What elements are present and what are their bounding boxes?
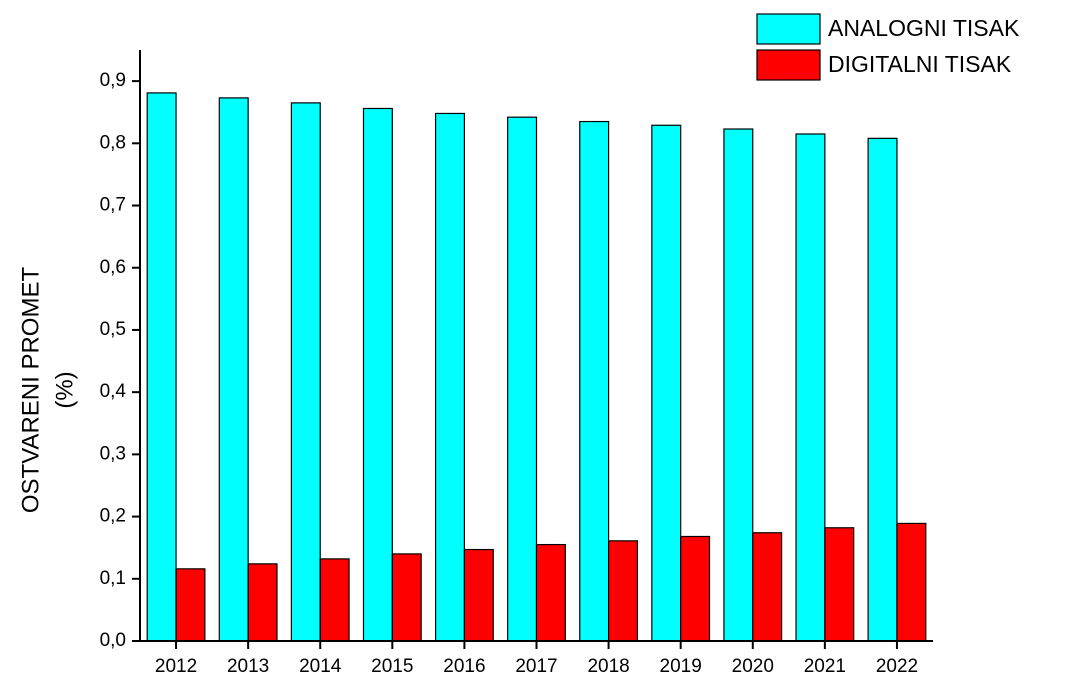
bar (896, 522, 927, 642)
bar (795, 133, 826, 642)
y-tick-label: 0,6 (100, 257, 126, 278)
y-tick-label: 0,7 (100, 195, 126, 216)
x-tick-label: 2019 (660, 656, 702, 677)
bar (867, 137, 898, 642)
legend-label: DIGITALNI TISAK (828, 51, 1012, 77)
x-tick-label: 2015 (371, 656, 413, 677)
bar (362, 107, 393, 642)
bar (680, 535, 711, 642)
x-tick-label: 2021 (804, 656, 846, 677)
y-tick-label: 0,4 (100, 381, 127, 402)
x-tick-label: 2017 (515, 656, 557, 677)
x-tick-label: 2020 (732, 656, 774, 677)
y-tick-label: 0,1 (100, 568, 126, 589)
bar (175, 568, 206, 642)
bar (319, 558, 350, 642)
y-axis-title-line: (%) (51, 371, 78, 408)
x-tick-label: 2013 (227, 656, 269, 677)
bar (535, 543, 566, 642)
bar (752, 532, 783, 642)
legend-swatch (756, 13, 821, 45)
y-tick-label: 0,9 (100, 70, 126, 91)
bar (290, 102, 321, 642)
bar (146, 92, 177, 642)
y-axis-title: OSTVARENI PROMET (%) (17, 267, 78, 514)
bar (391, 553, 422, 642)
bar (507, 116, 538, 642)
y-tick-label: 0,3 (100, 443, 126, 464)
bar (651, 124, 682, 642)
bar (723, 128, 754, 642)
bar (247, 563, 278, 642)
legend-label: ANALOGNI TISAK (828, 15, 1020, 41)
x-tick-label: 2018 (587, 656, 629, 677)
bar (579, 120, 610, 642)
bar (463, 548, 494, 642)
y-tick-label: 0,5 (100, 319, 126, 340)
bar (824, 527, 855, 642)
bar (218, 97, 249, 642)
x-tick-label: 2022 (876, 656, 918, 677)
y-tick-label: 0,2 (100, 506, 126, 527)
y-tick-label: 0,8 (100, 132, 126, 153)
x-tick-label: 2014 (299, 656, 342, 677)
y-axis-title-line: OSTVARENI PROMET (17, 267, 44, 514)
bar (434, 112, 466, 642)
x-tick-label: 2012 (155, 656, 197, 677)
legend-swatch (756, 49, 821, 81)
x-tick-label: 2016 (443, 656, 485, 677)
y-tick-label: 0,0 (100, 630, 126, 651)
bar (607, 540, 639, 642)
